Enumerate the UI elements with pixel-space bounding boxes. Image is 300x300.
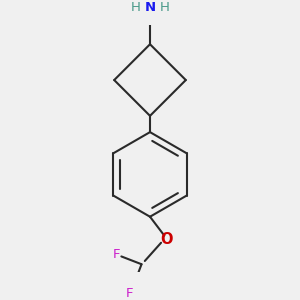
Text: F: F xyxy=(126,287,134,300)
Text: N: N xyxy=(144,1,156,14)
Text: O: O xyxy=(160,232,172,247)
Text: H: H xyxy=(159,1,169,14)
Text: F: F xyxy=(113,248,121,261)
Text: H: H xyxy=(131,1,141,14)
